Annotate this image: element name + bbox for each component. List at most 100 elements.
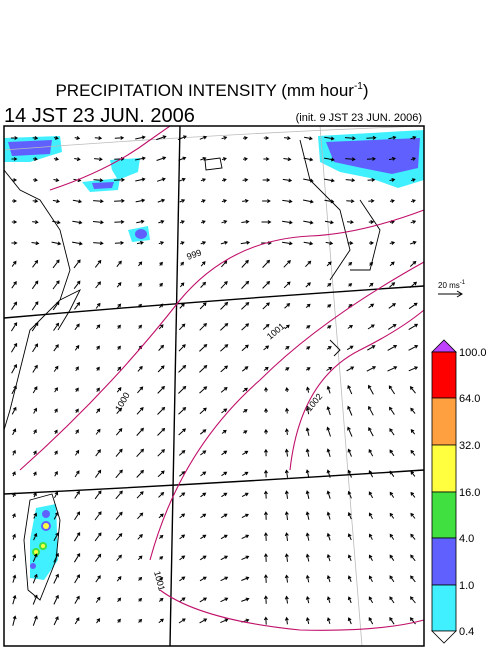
wind-arrow: [157, 406, 166, 415]
wind-arrow: [96, 366, 100, 371]
wind-arrow: [242, 198, 249, 203]
wind-arrow: [179, 492, 186, 498]
wind-arrow: [347, 426, 353, 437]
wind-arrow: [324, 199, 335, 204]
wind-arrow: [389, 241, 396, 245]
wind-arrow: [117, 324, 121, 329]
title-exponent: -1: [354, 81, 363, 92]
wind-arrow: [54, 470, 58, 477]
wind-arrow: [221, 260, 228, 268]
wind-arrow: [305, 574, 310, 583]
wind-arrow: [74, 617, 80, 625]
wind-arrow: [113, 177, 125, 182]
precip-blue: [326, 138, 420, 174]
precip-blue: [135, 229, 147, 239]
wind-arrow: [200, 241, 207, 245]
wind-arrow: [114, 198, 125, 203]
wind-arrow: [158, 344, 165, 351]
wind-arrow: [52, 199, 61, 204]
wind-arrow: [326, 448, 331, 457]
wind-arrow: [410, 554, 416, 562]
wind-arrow: [32, 199, 39, 203]
wind-arrow: [53, 365, 59, 372]
wind-arrow: [368, 491, 374, 499]
wind-arrow: [53, 616, 59, 626]
wind-arrow: [305, 406, 310, 415]
wind-arrow: [32, 343, 39, 353]
wind-arrow: [241, 534, 250, 540]
wind-arrow: [179, 241, 185, 245]
wind-arrow: [73, 531, 81, 542]
wind-arrow: [136, 219, 145, 224]
wind-arrow: [180, 261, 185, 266]
precip-yellow: [41, 544, 45, 548]
wind-arrow: [94, 136, 103, 141]
wind-arrow: [12, 471, 16, 477]
valid-time: 14 JST 23 JUN. 2006: [4, 105, 195, 127]
wind-arrow: [156, 177, 166, 182]
latitude-line: [3, 125, 425, 151]
wind-arrow: [51, 241, 62, 246]
wind-arrow: [221, 471, 228, 477]
wind-arrow: [135, 198, 146, 203]
wind-arrow: [282, 178, 293, 183]
wind-arrow: [52, 280, 60, 290]
wind-arrow: [177, 135, 187, 141]
wind-arrow: [389, 512, 395, 519]
wind-arrow: [347, 469, 352, 478]
wind-arrow: [73, 259, 81, 269]
wind-arrow: [117, 366, 122, 372]
wind-arrow: [74, 301, 81, 310]
wind-arrow: [158, 241, 165, 245]
wind-arrow: [11, 363, 17, 374]
wind-arrow: [138, 303, 142, 308]
wind-arrow: [11, 406, 17, 415]
wind-arrow: [389, 282, 396, 288]
coastline: [350, 199, 381, 271]
wind-arrow: [367, 345, 376, 351]
wind-arrow: [367, 177, 376, 182]
wind-arrow: [178, 385, 187, 394]
wind-arrow: [220, 240, 229, 245]
wind-arrow: [285, 407, 289, 414]
wind-arrow: [53, 322, 60, 331]
precip-blue: [92, 182, 114, 189]
colorbar-label: 16.0: [459, 487, 480, 499]
wind-arrow: [178, 344, 186, 352]
wind-arrow: [368, 470, 374, 478]
wind-arrow: [53, 178, 60, 182]
wind-arrow: [54, 491, 59, 499]
title-close: ): [363, 81, 369, 100]
wind-arrow: [52, 259, 60, 269]
colorbar-box: [431, 584, 457, 632]
wind-arrow: [327, 304, 332, 308]
wind-arrow: [284, 428, 289, 435]
wind-arrow: [305, 303, 311, 308]
contour-line: [19, 209, 425, 471]
wind-arrow: [199, 302, 207, 310]
wind-arrow: [136, 469, 144, 478]
wind-arrow: [284, 324, 290, 330]
wind-arrow: [368, 427, 374, 437]
wind-arrow: [54, 408, 58, 414]
wind-arrow: [53, 157, 60, 161]
wind-arrow: [137, 533, 143, 540]
wind-arrow: [326, 346, 332, 350]
wind-arrow: [137, 555, 143, 561]
wind-arrow: [199, 407, 207, 415]
wind-arrow: [262, 280, 271, 289]
wind-arrow: [33, 471, 37, 477]
wind-arrow: [94, 553, 102, 562]
wind-arrow: [221, 429, 227, 434]
wind-arrow: [324, 136, 335, 141]
wind-arrow: [387, 324, 397, 330]
wind-arrow: [74, 449, 80, 456]
wind-vectors: [10, 135, 419, 626]
wind-arrow: [242, 136, 248, 140]
wind-arrow: [409, 281, 418, 289]
wind-arrow: [32, 594, 38, 605]
wind-arrow: [367, 324, 375, 330]
wind-arrow: [408, 323, 419, 331]
wind-arrow: [221, 136, 228, 140]
wind-arrow: [159, 556, 164, 560]
